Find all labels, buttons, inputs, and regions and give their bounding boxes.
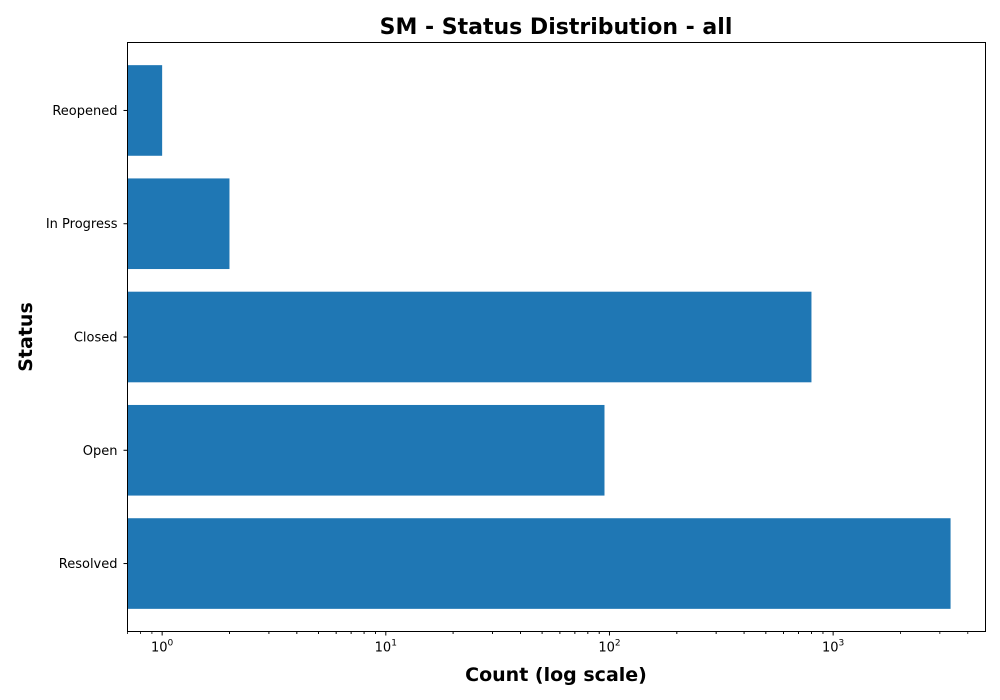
x-tick-label: 100 [151,639,174,656]
y-axis-ticks: Resolved Open Closed In Progress Reopened [46,104,128,572]
bars-group [127,65,951,609]
bar-reopened [127,65,163,156]
y-tick-label: Reopened [52,104,117,119]
y-tick-label: Closed [74,331,118,346]
bar-resolved [127,518,951,609]
x-axis-label: Count (log scale) [465,664,647,686]
y-tick-label: Resolved [59,557,118,572]
x-tick-label: 103 [822,639,844,656]
x-tick-label: 102 [598,639,620,656]
y-tick-label: In Progress [46,217,118,232]
plot-frame [127,42,986,632]
bar-open [127,404,605,496]
y-tick-label: Open [83,444,118,459]
y-axis-label: Status [15,302,37,372]
x-axis-ticks: 100 101 102 103 [127,631,969,656]
bar-closed [127,291,812,383]
x-tick-label: 101 [375,639,397,656]
bar-in-progress [127,178,230,270]
chart-title: SM - Status Distribution - all [380,15,733,40]
